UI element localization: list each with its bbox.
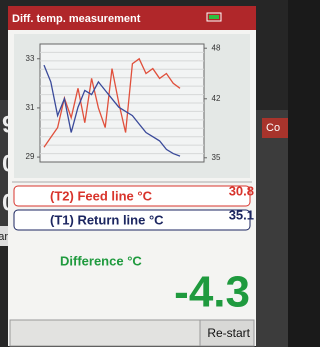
reading-value: 35.1 xyxy=(229,207,254,222)
restart-label[interactable]: Re-start xyxy=(207,326,250,340)
title: Diff. temp. measurement xyxy=(12,13,141,25)
reading-label: (T1) Return line °C xyxy=(50,212,164,227)
right-tab-text: Co xyxy=(266,122,280,134)
battery-level xyxy=(209,15,219,19)
y2-tick-label: 42 xyxy=(212,94,221,103)
screenshot: Co 9 0 0 board Diff. temp. measurement 2… xyxy=(0,0,288,347)
reading-label: (T2) Feed line °C xyxy=(50,188,153,203)
y2-tick-label: 35 xyxy=(212,153,221,162)
page: {"title": "Diff. temp. measurement", "ch… xyxy=(0,0,320,347)
y-tick-label: 33 xyxy=(26,54,35,63)
chart: 29 31 33 35 42 48 xyxy=(26,43,221,162)
y2-tick-label: 48 xyxy=(212,43,221,52)
right-device xyxy=(256,110,288,347)
difference-value: -4.3 xyxy=(174,268,250,317)
reading-value: 30.8 xyxy=(229,183,254,198)
y-tick-label: 29 xyxy=(26,152,35,161)
difference-label: Difference °C xyxy=(60,253,142,268)
y-tick-label: 31 xyxy=(26,103,35,112)
